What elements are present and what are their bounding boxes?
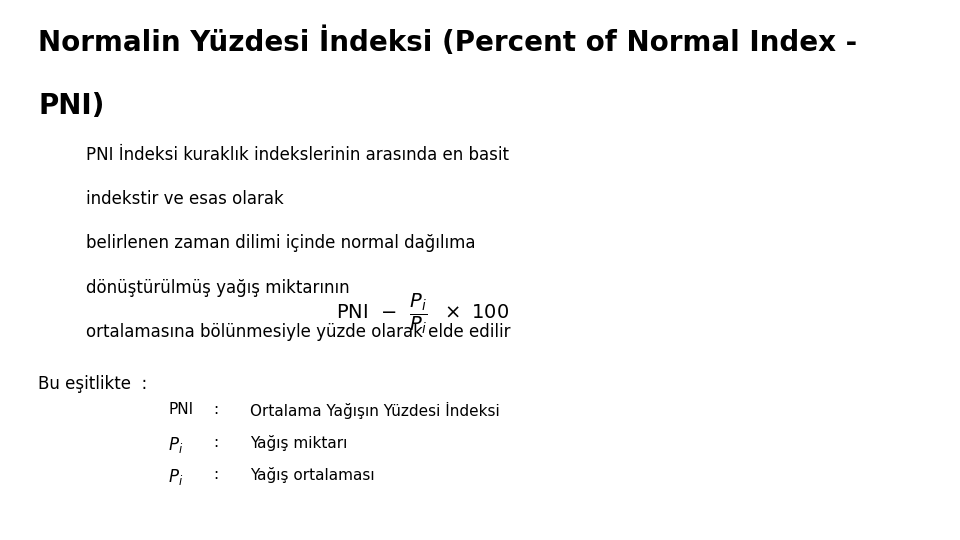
Text: belirlenen zaman dilimi içinde normal dağılıma: belirlenen zaman dilimi içinde normal da… — [86, 234, 476, 252]
Text: :: : — [213, 402, 219, 417]
Text: Bu eşitlikte  :: Bu eşitlikte : — [38, 375, 148, 393]
Text: Normalin Yüzdesi İndeksi (Percent of Normal Index -: Normalin Yüzdesi İndeksi (Percent of Nor… — [38, 27, 857, 57]
Text: $\mathrm{PNI} \ \ {-} \ \ \dfrac{P_i}{P_i} \ \ \times \ 100$: $\mathrm{PNI} \ \ {-} \ \ \dfrac{P_i}{P_… — [336, 291, 509, 335]
Text: ortalamasına bölünmesiyle yüzde olarak elde edilir: ortalamasına bölünmesiyle yüzde olarak e… — [86, 323, 511, 341]
Text: $\mathit{P_i}$: $\mathit{P_i}$ — [168, 435, 183, 455]
Text: :: : — [213, 467, 219, 482]
Text: dönüştürülmüş yağış miktarının: dönüştürülmüş yağış miktarının — [86, 279, 350, 296]
Text: :: : — [213, 435, 219, 450]
Text: Yağış ortalaması: Yağış ortalaması — [250, 467, 374, 483]
Text: indekstir ve esas olarak: indekstir ve esas olarak — [86, 190, 284, 208]
Text: PNI: PNI — [168, 402, 193, 417]
Text: PNI): PNI) — [38, 92, 105, 120]
Text: Yağış miktarı: Yağış miktarı — [250, 435, 347, 451]
Text: PNI İndeksi kuraklık indekslerinin arasında en basit: PNI İndeksi kuraklık indekslerinin arası… — [86, 146, 510, 164]
Text: Ortalama Yağışın Yüzdesi İndeksi: Ortalama Yağışın Yüzdesi İndeksi — [250, 402, 499, 420]
Text: $\mathit{P_i}$: $\mathit{P_i}$ — [168, 467, 183, 487]
